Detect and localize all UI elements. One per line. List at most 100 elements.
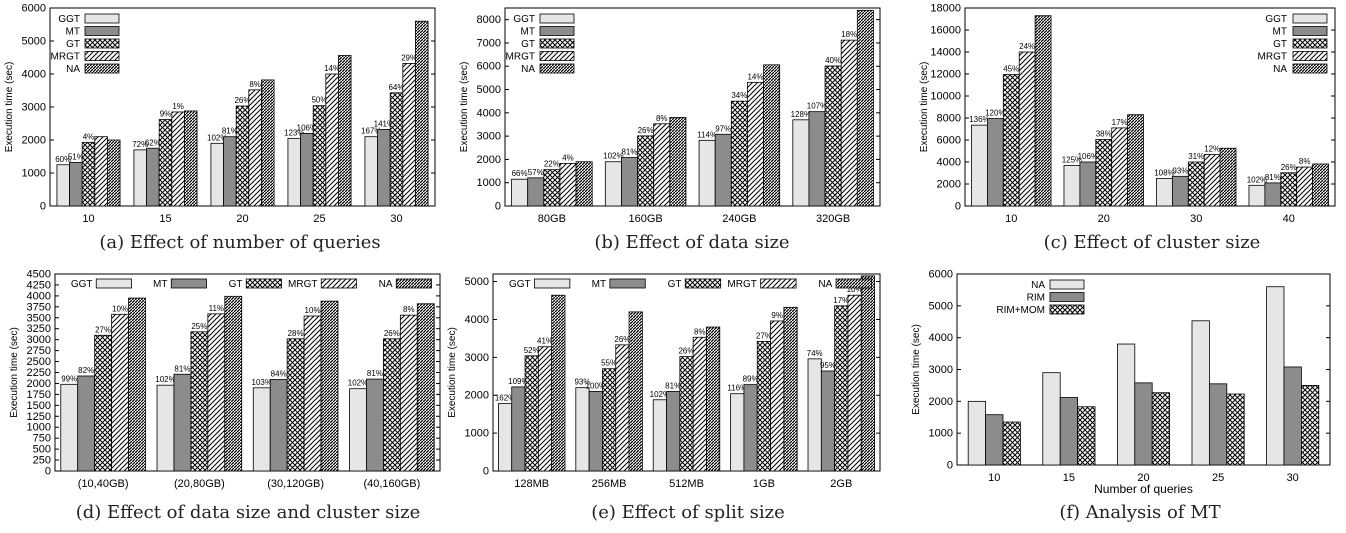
legend-label: MT (592, 279, 606, 290)
data-label: 66% (512, 169, 528, 178)
y-tick-label: 10000 (930, 91, 961, 103)
bar-na (338, 55, 352, 207)
bar-ggt (807, 358, 822, 472)
y-tick-label: 3000 (465, 352, 489, 364)
y-tick-label: 750 (33, 433, 51, 445)
bar-mt (146, 147, 160, 207)
bar-na (320, 300, 339, 472)
bar-rim (985, 414, 1004, 466)
bar-mt (808, 111, 826, 207)
bar-na (1191, 320, 1210, 466)
y-tick-label: 16000 (930, 25, 961, 37)
bar-na (763, 64, 781, 207)
bar-mt (300, 132, 314, 207)
bar-mrgt (1296, 166, 1314, 207)
data-label: 4% (83, 132, 95, 141)
y-tick-label: 2250 (27, 367, 51, 379)
bar-mt (820, 370, 836, 472)
y-tick-label: 1000 (929, 428, 953, 440)
x-tick-label: 320GB (816, 213, 850, 225)
data-label: 120% (985, 109, 1005, 118)
bar-na (1266, 286, 1285, 466)
legend-swatch (539, 51, 575, 61)
data-label: 123% (284, 128, 304, 137)
bar-na (107, 139, 121, 207)
data-label: 72% (132, 140, 148, 149)
y-tick-label: 500 (33, 444, 51, 456)
y-tick-label: 14000 (930, 47, 961, 59)
bar-gt (756, 341, 771, 472)
data-label: 9% (160, 110, 172, 119)
bar-mrgt (1111, 127, 1129, 207)
bar-na (416, 303, 435, 472)
legend-swatch (539, 38, 575, 49)
y-tick-label: 1000 (477, 177, 501, 189)
bar-na (1312, 163, 1329, 207)
bar-gt (1002, 74, 1020, 207)
data-label: 102% (650, 390, 670, 399)
bar-mrgt (615, 344, 630, 472)
data-label: 125% (1062, 156, 1082, 165)
bar-mt (511, 386, 526, 472)
data-label: 26% (614, 335, 630, 344)
legend-swatch (684, 278, 722, 289)
bar-ggt (971, 124, 988, 207)
legend-label: RIM (1027, 293, 1045, 304)
y-tick-label: 8000 (477, 14, 501, 26)
legend-swatch (1292, 26, 1328, 36)
data-label: 27% (756, 331, 772, 340)
bar-mrgt (747, 81, 764, 207)
data-label: 17% (833, 296, 849, 305)
x-tick-label: 15 (159, 213, 171, 225)
bar-na (551, 294, 566, 472)
data-label: 81% (1265, 173, 1281, 182)
y-tick-label: 1250 (27, 411, 51, 423)
figure-caption: (d) Effect of data size and cluster size (76, 502, 421, 523)
y-tick-label: 3000 (27, 334, 51, 346)
bar-gt (81, 141, 96, 207)
bar-ggt (156, 384, 175, 472)
bar-rim-mom (1077, 406, 1096, 466)
bar-rim-mom (1002, 421, 1021, 466)
y-tick-label: 3250 (27, 323, 51, 335)
y-tick-label: 6000 (477, 61, 501, 73)
legend-label: MRGT (1258, 52, 1287, 63)
bar-na (856, 9, 874, 207)
y-tick-label: 5000 (22, 36, 46, 48)
x-tick-label: 30 (390, 213, 402, 225)
bar-na (224, 295, 243, 472)
bar-mrgt (402, 63, 416, 207)
legend-label: MRGT (506, 52, 535, 63)
x-tick-label: 128MB (514, 478, 549, 490)
bar-mrgt (840, 39, 858, 207)
legend-swatch (245, 278, 282, 289)
legend-swatch (320, 278, 357, 289)
bar-ggt (133, 149, 147, 207)
bar-mt (986, 118, 1004, 207)
y-tick-label: 6000 (929, 269, 953, 281)
data-label: 38% (1096, 129, 1112, 138)
y-tick-label: 2000 (27, 378, 51, 390)
legend-label: GGT (71, 279, 93, 290)
data-label: 74% (807, 349, 823, 358)
bar-mt (1264, 182, 1282, 207)
bar-mrgt (111, 313, 129, 472)
legend-swatch (1049, 279, 1085, 290)
y-tick-label: 1000 (27, 422, 51, 434)
bar-mt (588, 391, 603, 472)
y-tick-label: 18000 (930, 3, 961, 15)
data-label: 4% (562, 153, 574, 162)
bar-mt (173, 373, 192, 472)
y-axis-label: Execution time (sec) (9, 327, 20, 418)
x-tick-label: 15 (1063, 472, 1075, 484)
y-tick-label: 2000 (477, 154, 501, 166)
y-tick-label: 4000 (27, 290, 51, 302)
legend-label: GGT (513, 14, 535, 25)
legend-label: NA (1031, 280, 1045, 291)
data-label: 81% (621, 148, 637, 157)
bar-gt (286, 338, 305, 472)
y-axis-label: Execution time (sec) (447, 327, 458, 418)
bar-rim-mom (1301, 385, 1320, 466)
